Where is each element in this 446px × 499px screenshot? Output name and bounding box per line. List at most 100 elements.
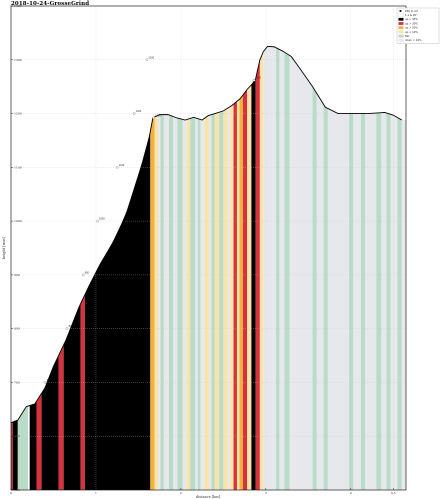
band-green-15: [169, 114, 174, 490]
band-yellow-29: [223, 108, 228, 491]
marker-label-8: 1500: [255, 77, 261, 80]
band-lgray-52: [365, 113, 377, 491]
band-red-32: [233, 101, 237, 490]
legend-label-4: up > 20%: [405, 26, 418, 30]
legend-label-7: down < 10%: [405, 38, 422, 42]
marker-label-3: 1000: [99, 218, 105, 221]
marker-label-1: 800: [69, 325, 74, 328]
marker-point-8: [252, 78, 256, 82]
band-orange-34: [239, 95, 243, 490]
marker-point-7: [152, 116, 155, 120]
band-lgray-50: [353, 113, 361, 490]
marker-point-5: [132, 112, 136, 115]
band-red-0: [11, 422, 13, 490]
legend-swatch-0: [399, 10, 402, 12]
marker-point-6: [145, 58, 149, 62]
chart-title: 2018-10-24-GrosseGrind: [11, 1, 90, 7]
legend-swatch-2: [398, 17, 404, 21]
band-green-41: [276, 47, 280, 490]
band-yellow-11: [154, 115, 158, 490]
legend-label-0: 200 m ref: [405, 9, 418, 13]
marker-point-4: [115, 166, 119, 169]
y-tick-label-7: 1200: [14, 112, 22, 116]
band-green-55: [386, 113, 391, 491]
x-axis-label: distance [km]: [196, 495, 221, 499]
band-lgray-46: [316, 93, 324, 490]
band-red-35: [242, 89, 248, 491]
band-red-8: [80, 294, 85, 490]
marker-label-4: 1100: [119, 164, 125, 167]
band-lgray-40: [263, 46, 277, 490]
y-tick-label-5: 1000: [14, 219, 22, 223]
legend-label-1: 1:1 & 20°: [405, 13, 418, 17]
marker-label-0: 700: [46, 379, 51, 382]
band-lgray-56: [390, 114, 398, 491]
band-green-47: [323, 104, 328, 490]
axes: 0 1 2 3 4 4.5 500 600 700 800 900 1000 1100 1200 1300 1…: [10, 4, 396, 495]
band-green-57: [397, 117, 402, 490]
legend-label-5: up > 10%: [405, 30, 418, 34]
gradient-bands: [11, 46, 406, 491]
band-yellow-36: [247, 84, 252, 491]
legend-swatch-4: [398, 26, 404, 30]
y-tick-label-0: 500: [14, 488, 20, 492]
band-green-26: [211, 113, 215, 490]
band-black-5: [41, 355, 59, 490]
legend-label-6: flat: [405, 34, 409, 38]
band-red-4: [36, 393, 42, 490]
x-tick-label-4: 4: [350, 491, 352, 495]
y-tick-label-4: 900: [14, 273, 20, 277]
legend-swatch-5: [398, 30, 404, 34]
band-lgray-58: [401, 120, 406, 490]
band-green-53: [376, 112, 382, 490]
legend-label-2: up > 45%: [405, 17, 418, 21]
band-green-28: [219, 110, 224, 491]
band-yellow-39: [259, 51, 264, 491]
band-lgray-18: [182, 119, 187, 491]
x-tick-label-5: 4.5: [391, 491, 396, 495]
x-tick-label-2: 2: [180, 491, 182, 495]
band-lgray-14: [163, 114, 169, 490]
band-green-17: [177, 118, 183, 490]
marker-point-3: [96, 219, 99, 223]
band-green-22: [197, 118, 201, 490]
band-lgray-25: [208, 114, 212, 490]
marker-point-1: [65, 327, 69, 330]
band-yellow-24: [204, 115, 209, 490]
legend-box: [396, 7, 440, 44]
profile-line: [10, 45, 402, 424]
profile-layer: [10, 45, 402, 424]
band-lgray-44: [289, 55, 313, 490]
legend-swatch-1: [398, 13, 404, 17]
y-tick-label-2: 700: [14, 380, 20, 384]
y-tick-label-1: 600: [14, 434, 20, 438]
y-tick-label-8: 1300: [14, 58, 22, 62]
x-tick-label-3: 3: [265, 491, 267, 495]
y-axis-label: height [mas]: [2, 236, 6, 259]
band-black-37: [251, 78, 256, 490]
marker-point-2: [81, 273, 85, 277]
band-green-51: [360, 113, 366, 490]
legend-swatch-6: [398, 34, 404, 38]
band-lgray-12: [157, 114, 161, 490]
height-markers: 700 800 900 1000 1100 1200 1300 1400 1500: [43, 56, 262, 384]
band-lgray-42: [279, 49, 285, 490]
plot-frame: [10, 5, 407, 491]
band-green-20: [190, 117, 196, 490]
band-lgray-23: [200, 118, 205, 491]
band-green-13: [160, 114, 164, 490]
band-lgray-30: [227, 106, 231, 490]
marker-label-5: 1200: [136, 110, 142, 113]
y-tick-label-6: 1100: [14, 165, 22, 169]
band-lgray-21: [195, 117, 198, 491]
band-lgray-48: [327, 108, 350, 490]
y-tick-label-9: 1400: [14, 4, 22, 8]
band-green-49: [349, 113, 354, 490]
band-lgray-54: [381, 112, 387, 490]
legend-swatch-7: [398, 38, 404, 42]
band-red-6: [58, 344, 64, 490]
band-yellow-31: [230, 104, 234, 490]
marker-label-6: 1300: [148, 56, 154, 59]
band-green-45: [312, 86, 317, 491]
